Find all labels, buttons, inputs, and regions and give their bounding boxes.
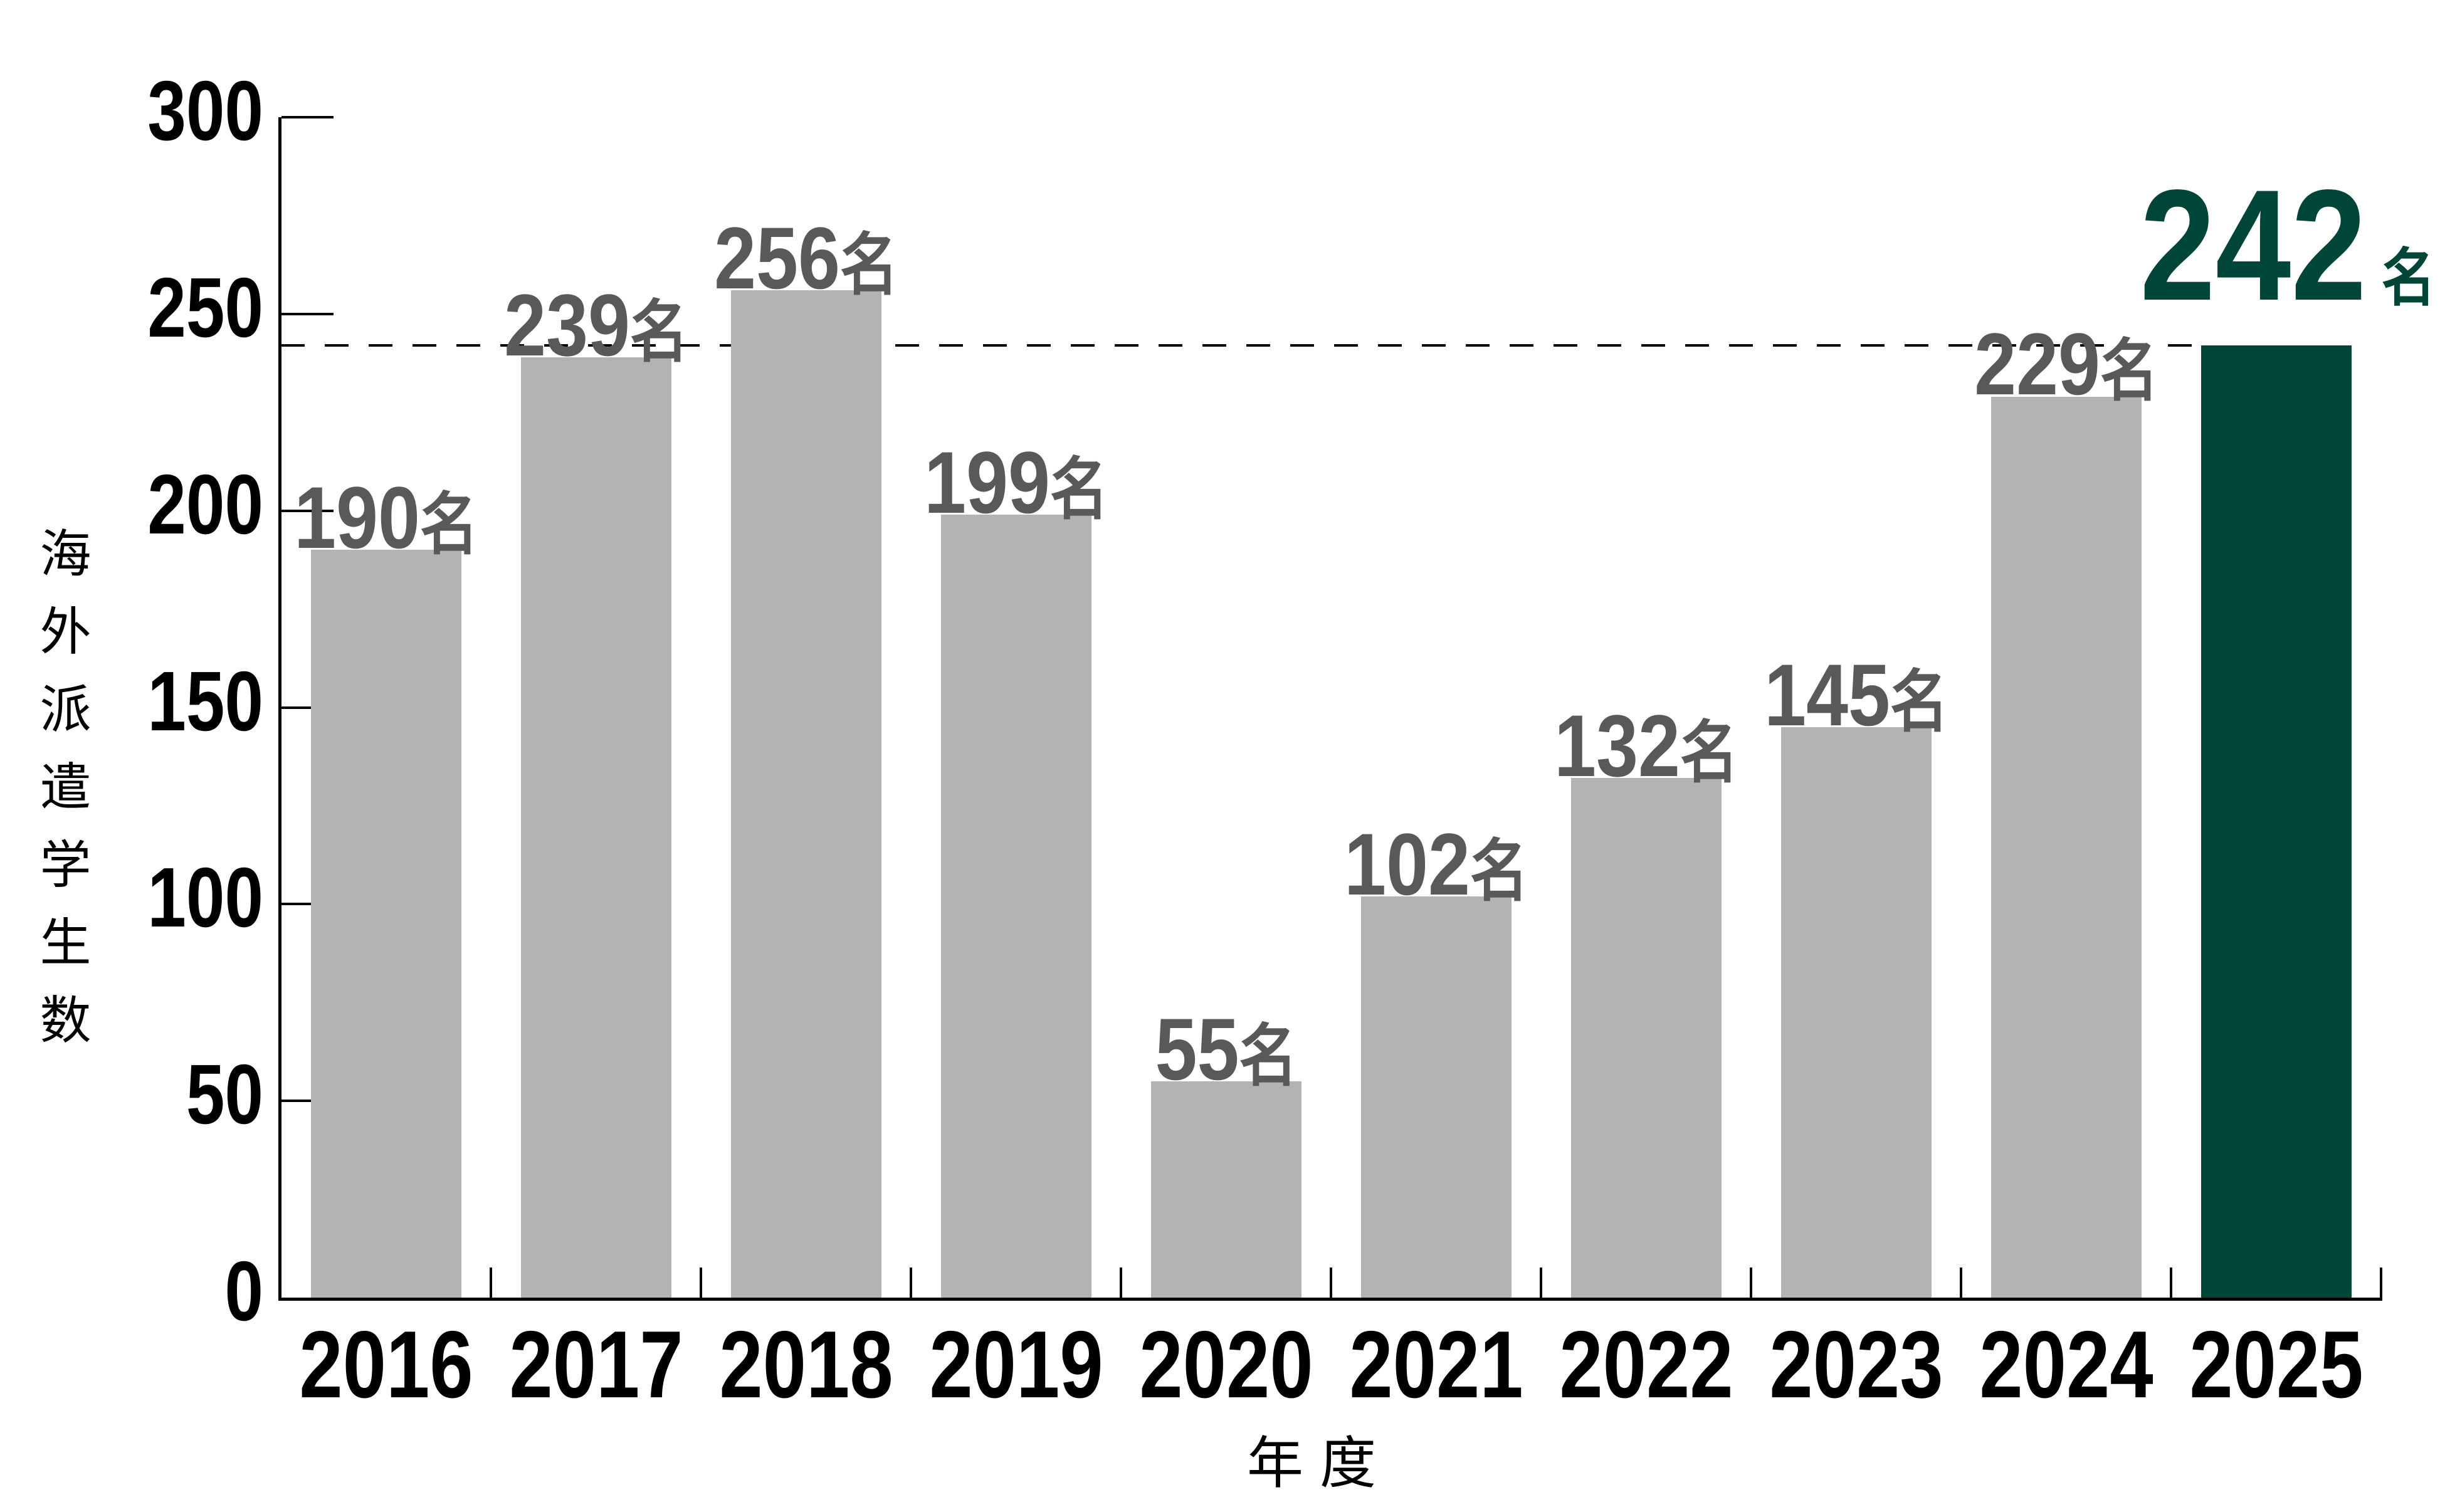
bar-value-label-2025: 242 名	[2140, 167, 2435, 325]
bar-value-number: 190	[293, 468, 420, 567]
bar-value-suffix: 名	[1470, 832, 1528, 909]
bar-value-number: 199	[923, 433, 1050, 532]
y-tick-label-300: 300	[147, 63, 263, 158]
bar-value-suffix: 名	[839, 226, 898, 303]
bar-value-suffix: 名	[419, 486, 478, 563]
y-axis-line	[278, 117, 281, 1301]
y-tick-100	[281, 903, 334, 906]
bar-2022	[1570, 778, 1722, 1298]
x-tick-label-2024: 2024	[1979, 1311, 2153, 1418]
x-tick-1	[490, 1268, 492, 1298]
bar-value-label-2023: 145名	[1764, 651, 1948, 739]
bar-2019	[940, 514, 1091, 1298]
bar-2017	[520, 357, 671, 1298]
y-tick-label-200: 200	[147, 456, 263, 552]
x-tick-label-2016: 2016	[298, 1311, 473, 1418]
y-tick-200	[281, 509, 334, 512]
bar-value-number: 102	[1343, 814, 1470, 913]
bar-value-suffix: 名	[1680, 715, 1738, 791]
y-tick-label-0: 0	[224, 1244, 263, 1338]
x-tick-8	[1960, 1268, 1962, 1298]
x-tick-label-2020: 2020	[1138, 1311, 1313, 1418]
bar-value-suffix: 名	[1239, 1017, 1297, 1094]
bar-value-label-2024: 229名	[1974, 320, 2158, 408]
bar-value-number: 132	[1554, 696, 1680, 795]
x-tick-10	[2380, 1268, 2382, 1298]
bar-2024	[1990, 396, 2142, 1298]
bar-value-number: 239	[503, 275, 630, 374]
y-tick-label-50: 50	[186, 1047, 263, 1142]
y-tick-50	[281, 1100, 334, 1103]
bar-value-number: 229	[1974, 315, 2100, 414]
x-tick-2	[700, 1268, 702, 1298]
bar-2020	[1150, 1081, 1301, 1298]
bar-2023	[1780, 727, 1932, 1298]
x-tick-4	[1120, 1268, 1122, 1298]
x-tick-9	[2170, 1268, 2172, 1298]
bar-value-label-2017: 239名	[504, 281, 688, 369]
y-axis-title: 海外派遣学生数	[32, 527, 89, 1071]
bar-value-label-2019: 199名	[924, 438, 1108, 527]
y-tick-label-150: 150	[147, 653, 263, 748]
x-tick-label-2019: 2019	[928, 1311, 1103, 1418]
bar-value-label-2016: 190名	[294, 474, 478, 562]
bar-value-suffix: 名	[1890, 663, 1948, 740]
bar-2016	[310, 550, 461, 1298]
x-tick-label-2023: 2023	[1769, 1311, 1943, 1418]
bar-value-number: 242	[2139, 157, 2367, 334]
x-tick-label-2021: 2021	[1349, 1311, 1523, 1418]
reference-line-242	[281, 344, 2201, 347]
x-tick-label-2022: 2022	[1559, 1311, 1733, 1418]
bar-value-suffix: 名	[2366, 243, 2436, 314]
bar-value-label-2021: 102名	[1344, 820, 1528, 909]
bar-value-label-2018: 256名	[714, 214, 898, 302]
x-axis-title: 年度	[1247, 1432, 1392, 1495]
x-axis-line	[278, 1298, 2382, 1301]
x-tick-5	[1330, 1268, 1332, 1298]
y-tick-label-100: 100	[147, 850, 263, 945]
bar-2025	[2200, 345, 2352, 1298]
x-tick-label-2018: 2018	[718, 1311, 893, 1418]
bar-value-number: 55	[1155, 999, 1239, 1098]
y-tick-250	[281, 312, 334, 315]
x-tick-6	[1540, 1268, 1542, 1298]
bar-value-label-2022: 132名	[1554, 702, 1738, 790]
bar-value-suffix: 名	[629, 293, 688, 370]
bar-value-number: 145	[1764, 645, 1890, 744]
x-tick-3	[910, 1268, 912, 1298]
bar-2021	[1360, 896, 1512, 1298]
x-tick-label-2017: 2017	[508, 1311, 683, 1418]
bar-value-suffix: 名	[2100, 333, 2158, 409]
y-tick-label-250: 250	[147, 260, 263, 355]
y-tick-300	[281, 116, 334, 118]
y-tick-150	[281, 706, 334, 709]
bar-value-suffix: 名	[1049, 451, 1108, 527]
x-tick-7	[1750, 1268, 1752, 1298]
bar-value-number: 256	[713, 208, 840, 307]
bar-2018	[730, 290, 881, 1298]
x-tick-label-2025: 2025	[2189, 1311, 2364, 1418]
bar-value-label-2020: 55名	[1155, 1005, 1297, 1093]
